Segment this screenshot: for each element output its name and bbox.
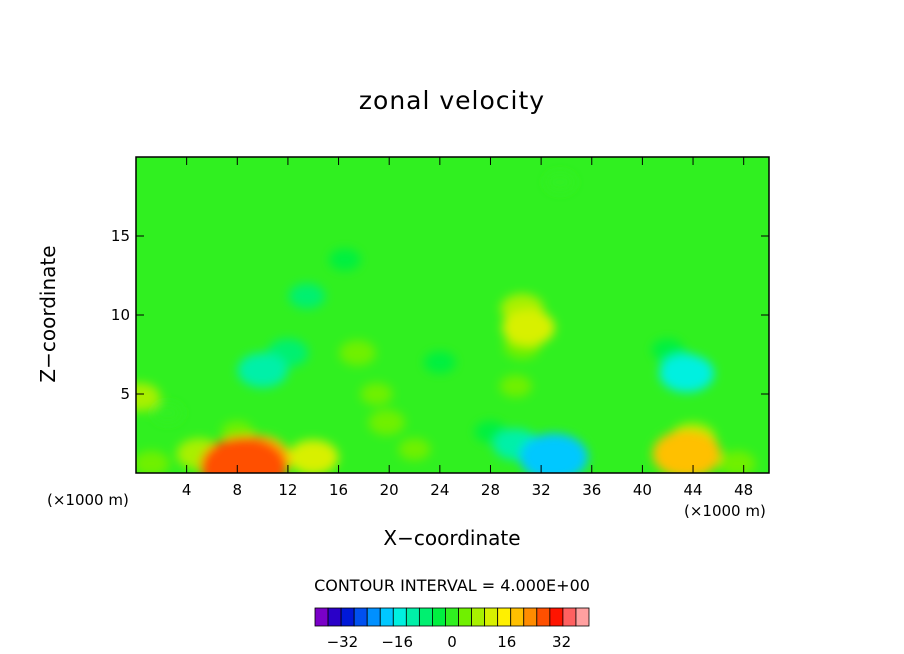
colorbar-swatch <box>418 607 433 627</box>
field-feature <box>398 438 431 461</box>
x-tick-label: 8 <box>232 481 243 499</box>
colorbar-swatch <box>523 607 538 627</box>
x-tick-label: 28 <box>480 481 501 499</box>
x-tick-label: 32 <box>531 481 551 499</box>
field-feature <box>200 436 287 473</box>
colorbar-swatch <box>392 607 407 627</box>
colorbar-tick-label: 0 <box>447 633 457 651</box>
colorbar-swatch <box>510 607 525 627</box>
colorbar-swatch <box>405 607 420 627</box>
x-unit-label-left: (×1000 m) <box>47 491 129 509</box>
field-feature <box>659 354 715 393</box>
colorbar-swatch <box>549 607 564 627</box>
field-feature <box>136 382 161 412</box>
y-tick-label: 10 <box>110 306 130 324</box>
field-features <box>136 172 756 473</box>
x-tick-label: 16 <box>329 481 349 499</box>
x-tick-label: 4 <box>181 481 192 499</box>
y-tick-label: 5 <box>120 385 130 403</box>
axis-ticks <box>136 157 769 473</box>
field-feature <box>360 382 393 406</box>
colorbar-swatch <box>536 607 551 627</box>
colorbar-swatch <box>458 607 472 627</box>
field-feature <box>339 340 376 366</box>
plot-frame <box>135 156 770 474</box>
x-tick-label: 20 <box>379 481 399 499</box>
field-feature <box>545 172 575 193</box>
colorbar-swatch <box>379 607 394 627</box>
colorbar-swatch <box>497 607 512 627</box>
field-feature <box>288 439 339 473</box>
colorbar-swatch <box>484 607 499 627</box>
colorbar-swatch <box>366 607 381 627</box>
colorbar-swatch <box>575 607 590 627</box>
field-feature <box>328 248 361 271</box>
colorbar-swatch <box>471 607 486 627</box>
field-feature <box>368 409 405 436</box>
colorbar-swatch <box>562 607 577 627</box>
field-feature <box>136 450 170 473</box>
field-feature <box>519 433 588 473</box>
x-tick-label: 40 <box>632 481 652 499</box>
colorbar-swatch <box>432 607 446 627</box>
colorbar-swatch <box>353 607 368 627</box>
x-tick-label: 44 <box>683 481 703 499</box>
field-feature <box>719 450 756 473</box>
colorbar-swatch <box>340 607 355 627</box>
x-tick-label: 36 <box>582 481 602 499</box>
colorbar-tick-label: −32 <box>326 633 359 651</box>
field-feature <box>652 430 721 473</box>
field-feature <box>237 352 288 388</box>
field-feature <box>499 375 532 398</box>
field-feature <box>288 283 326 309</box>
x-tick-label: 12 <box>278 481 298 499</box>
field-feature <box>152 402 183 424</box>
field-background <box>136 157 769 473</box>
x-tick-label: 24 <box>430 481 450 499</box>
y-axis-label: Z−coordinate <box>36 245 60 383</box>
field-feature <box>502 309 555 346</box>
colorbar-tick-label: 32 <box>552 633 572 651</box>
colorbar-tick-label: 16 <box>497 633 517 651</box>
y-tick-label: 15 <box>110 227 130 245</box>
colorbar-swatch <box>314 607 329 627</box>
contour-interval-label: CONTOUR INTERVAL = 4.000E+00 <box>314 576 590 595</box>
colorbar-swatch <box>445 607 459 627</box>
x-unit-label-right: (×1000 m) <box>684 502 766 520</box>
chart-title: zonal velocity <box>358 86 546 115</box>
x-tick-label: 48 <box>734 481 754 499</box>
colorbar-swatch <box>327 607 342 627</box>
field-feature <box>423 351 456 374</box>
x-axis-label: X−coordinate <box>383 526 521 550</box>
heatmap-field <box>136 157 769 473</box>
colorbar <box>314 607 590 627</box>
colorbar-tick-label: −16 <box>381 633 414 651</box>
